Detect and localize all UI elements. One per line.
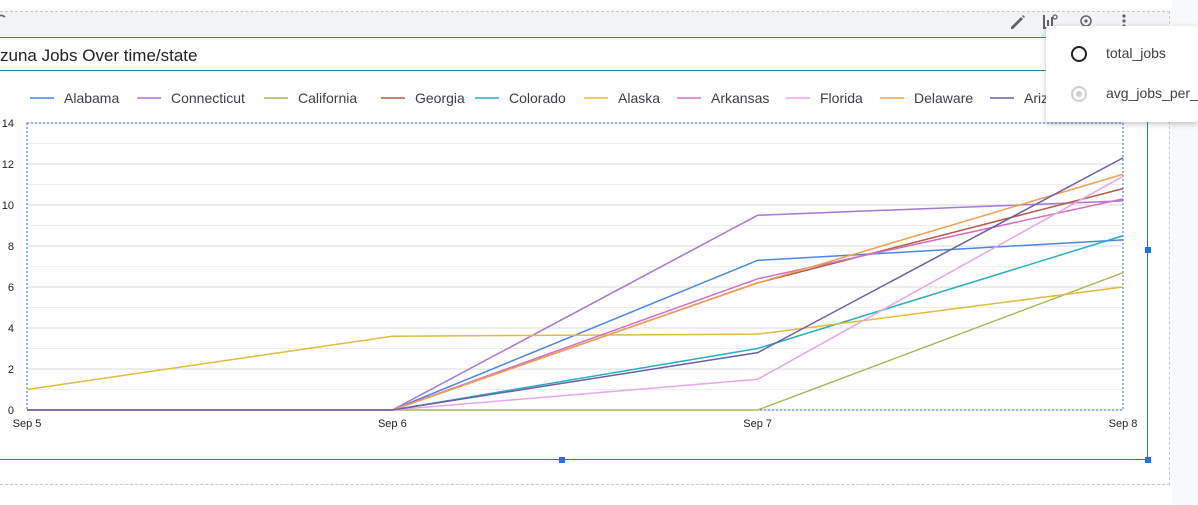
line-chart: 0 2 4 6 8 10 12 14 Sep 5 Sep 6 Sep 7 Sep 8 Alabama Co… <box>2 90 1138 430</box>
legend-label: Connecticut <box>171 90 245 106</box>
y-tick-label: 8 <box>8 241 14 253</box>
series-line <box>27 187 1124 411</box>
chart-title-bar <box>0 37 1080 71</box>
y-tick-label: 10 <box>2 200 14 212</box>
y-tick-label: 4 <box>8 323 14 335</box>
metric-option-avg-jobs[interactable]: avg_jobs_per_d <box>1046 74 1198 114</box>
legend-label: Delaware <box>914 90 973 106</box>
resize-handle-bottom[interactable] <box>559 457 565 463</box>
legend-label: Arkansas <box>711 90 769 106</box>
canvas-border <box>0 484 1170 485</box>
series-line <box>27 175 1124 411</box>
x-tick-label: Sep 7 <box>743 418 772 430</box>
series-line <box>27 239 1124 411</box>
series-line <box>26 286 1124 391</box>
refresh-icon[interactable] <box>0 12 8 28</box>
x-tick-label: Sep 5 <box>13 418 42 430</box>
pencil-icon[interactable] <box>1008 12 1028 32</box>
y-tick-label: 6 <box>8 282 14 294</box>
series-line <box>27 173 1124 411</box>
legend-label: Ariz <box>1024 90 1048 106</box>
chart-toolbar <box>0 12 1169 36</box>
canvas-border <box>0 11 1170 12</box>
legend-label: Alaska <box>618 90 660 106</box>
legend-label: Alabama <box>64 90 119 106</box>
chart-title: zuna Jobs Over time/state <box>0 46 198 65</box>
metric-option-total-jobs[interactable]: total_jobs <box>1046 34 1198 74</box>
x-tick-label: Sep 6 <box>378 418 407 430</box>
legend-label: Florida <box>820 90 863 106</box>
metric-option-label: avg_jobs_per_d <box>1106 85 1198 101</box>
radio-unselected-icon[interactable] <box>1071 46 1087 62</box>
resize-handle-corner[interactable] <box>1145 457 1151 463</box>
legend-label: Colorado <box>509 90 566 106</box>
x-tick-label: Sep 8 <box>1109 418 1138 430</box>
resize-handle-right[interactable] <box>1145 247 1151 253</box>
series-line <box>27 235 1124 411</box>
series-line <box>27 157 1124 411</box>
legend-label: California <box>298 90 357 106</box>
radio-selected-icon[interactable] <box>1071 86 1087 102</box>
y-tick-label: 12 <box>2 159 14 171</box>
legend-label: Georgia <box>415 90 465 106</box>
metric-option-label: total_jobs <box>1106 45 1166 61</box>
canvas-border <box>1169 11 1170 485</box>
metric-menu: total_jobs avg_jobs_per_d <box>1046 26 1198 122</box>
y-tick-label: 2 <box>8 364 14 376</box>
y-tick-label: 0 <box>8 405 14 417</box>
plot-area <box>26 122 1124 411</box>
y-tick-label: 14 <box>2 118 14 130</box>
